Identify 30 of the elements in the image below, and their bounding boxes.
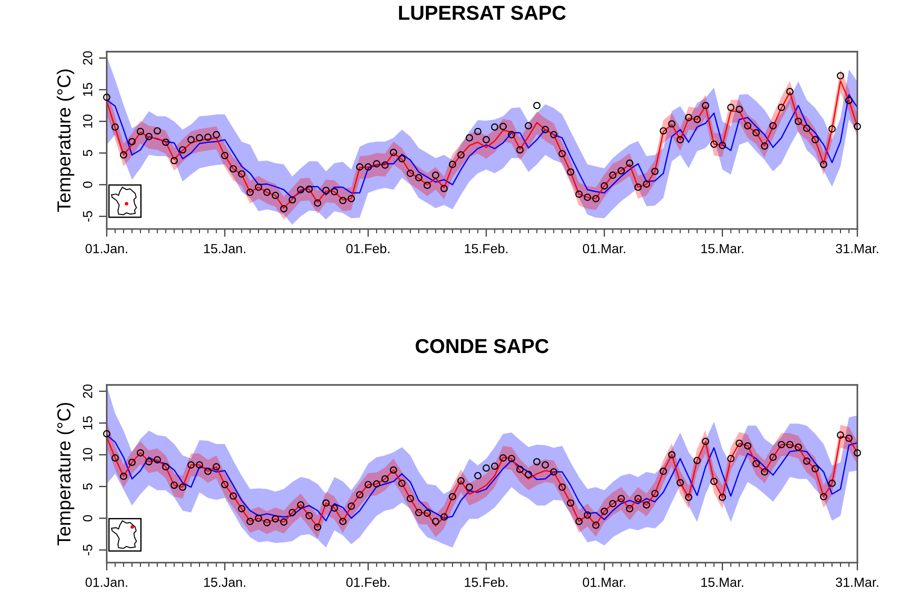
y-tick-label: 15	[83, 416, 92, 430]
chart-title: CONDE SAPC	[416, 338, 549, 354]
x-tick-label: 15.Feb.	[464, 244, 508, 254]
chart-title: LUPERSAT SAPC	[399, 6, 566, 20]
y-tick-label: -5	[83, 211, 92, 222]
y-tick-label: 5	[83, 483, 92, 490]
x-tick-label: 01.Jan.	[86, 578, 128, 587]
y-tick-label: 0	[82, 182, 92, 188]
x-tick-label: 15.Jan.	[204, 578, 246, 587]
x-tick-label: 01.Jan.	[86, 244, 128, 254]
x-tick-label: 31.Mar.	[836, 578, 878, 587]
y-tick-label: 15	[83, 82, 92, 96]
y-axis-title: Temperature (°C)	[56, 70, 74, 212]
y-tick-label: -5	[83, 544, 92, 556]
x-tick-label: 15.Mar.	[701, 244, 744, 254]
x-tick-label: 15.Mar.	[701, 578, 744, 587]
y-axis-title: Temperature (°C)	[56, 402, 74, 546]
x-tick-label: 15.Feb.	[464, 577, 508, 587]
x-tick-label: 31.Mar.	[836, 244, 878, 254]
x-tick-label: 01.Feb.	[346, 244, 390, 254]
y-tick-label: 5	[83, 150, 92, 156]
y-tick-label: 20	[82, 51, 92, 65]
x-tick-label: 01.Mar.	[582, 244, 626, 254]
y-tick-label: 10	[82, 448, 92, 462]
x-tick-label: 01.Mar.	[582, 578, 626, 587]
x-tick-label: 01.Feb.	[346, 577, 390, 587]
x-tick-label: 15.Jan.	[204, 244, 246, 254]
y-tick-label: 0	[82, 515, 92, 522]
y-tick-label: 20	[82, 384, 92, 398]
y-tick-label: 10	[82, 114, 92, 128]
